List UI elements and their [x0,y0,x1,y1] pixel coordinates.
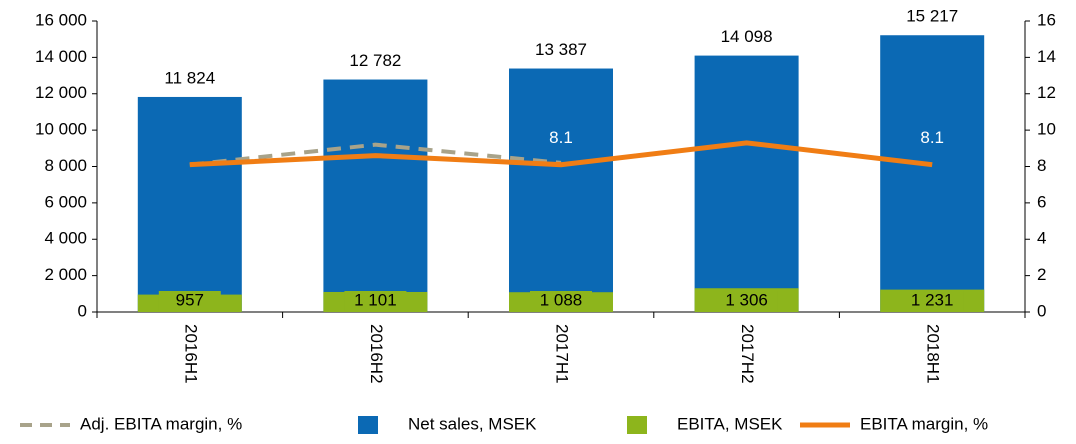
label-box [530,291,592,311]
y2-tick-label: 10 [1037,120,1056,139]
data-label: 14 098 [721,27,773,46]
data-label: 8.1 [549,128,573,147]
x-tick-label: 2016H2 [367,324,386,384]
y2-tick-label: 12 [1037,83,1056,102]
x-tick-label: 2017H1 [553,324,572,384]
data-label: 1 231 [911,290,954,309]
data-label: 957 [176,290,204,309]
legend-swatch [627,416,647,434]
data-label: 13 387 [535,40,587,59]
y-tick-label: 12 000 [35,83,87,102]
line [189,140,933,168]
bar [509,68,613,312]
y2-tick-label: 16 [1037,10,1056,29]
x-tick-label: 2016H1 [181,324,200,384]
y2-tick-label: 14 [1037,47,1056,66]
legend-label: EBITA margin, % [860,414,988,433]
y-tick-label: 2 000 [44,265,87,284]
legend-label: Adj. EBITA margin, % [80,414,242,433]
data-label: 15 217 [906,7,958,26]
bar [880,35,985,312]
y-tick-label: 16 000 [35,10,87,29]
x-tick-label: 2018H1 [924,324,943,384]
legend-swatch [358,416,378,434]
label-box [158,291,221,311]
y2-tick-label: 8 [1037,156,1046,175]
legend-label: Net sales, MSEK [408,414,537,433]
bar [694,55,799,313]
data-label: 11 824 [164,68,215,87]
data-label: 1 101 [354,290,397,309]
label-box [901,291,964,311]
label-box [715,291,778,311]
data-label: 12 782 [349,51,401,70]
data-label: 1 088 [540,290,583,309]
y-tick-label: 6 000 [44,192,87,211]
bar [323,79,428,312]
y-tick-label: 4 000 [44,229,87,248]
data-label: 8.1 [920,128,944,147]
bar [137,96,242,313]
y-tick-label: 10 000 [35,120,87,139]
y2-tick-label: 2 [1037,265,1046,284]
y2-tick-label: 4 [1037,229,1046,248]
y-tick-label: 14 000 [35,47,87,66]
y2-tick-label: 0 [1037,301,1046,320]
y2-tick-label: 6 [1037,192,1046,211]
x-tick-label: 2017H2 [738,324,757,384]
label-box [344,291,407,311]
data-label: 1 306 [725,290,768,309]
legend-label: EBITA, MSEK [677,414,783,433]
line [189,142,562,167]
y-tick-label: 8 000 [44,156,87,175]
y-tick-label: 0 [78,301,87,320]
